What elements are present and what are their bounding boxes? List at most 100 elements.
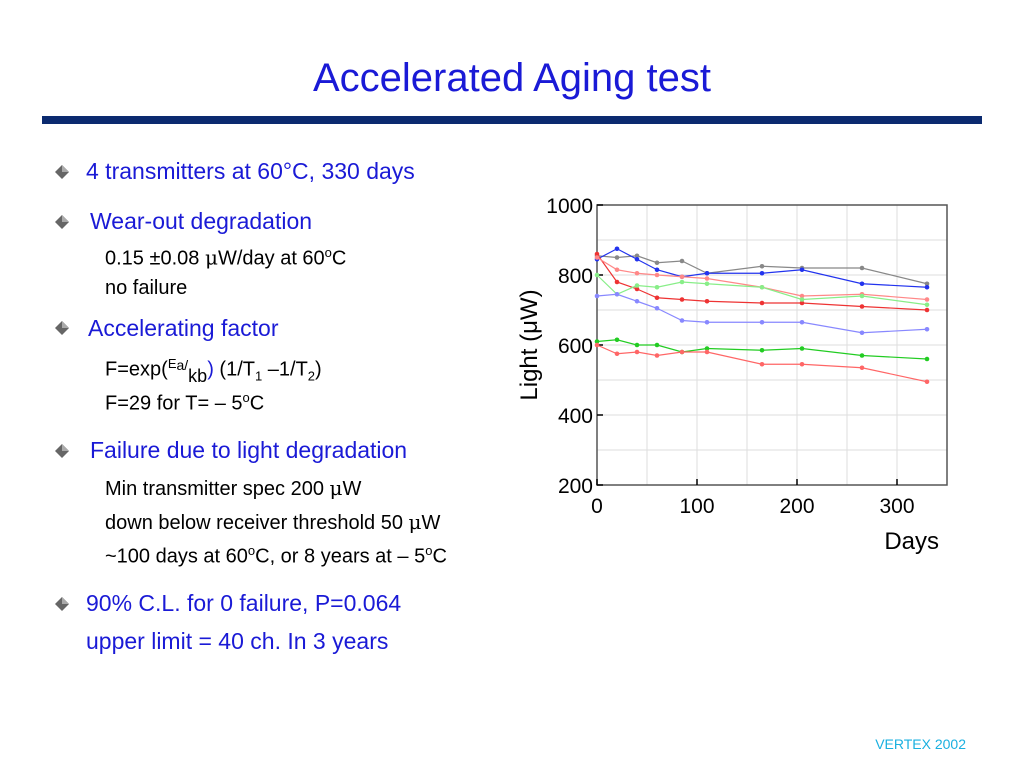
data-point: [614, 267, 620, 273]
wearout-rate: 0.15 ±0.08 μW/day at 60oC: [105, 245, 347, 270]
data-point: [859, 304, 865, 309]
data-point: [634, 349, 640, 355]
y-tick-label: 400: [558, 405, 593, 428]
slide-title: Accelerated Aging test: [312, 56, 712, 100]
data-point: [634, 342, 640, 348]
series-line: [596, 255, 928, 285]
data-point: [704, 349, 710, 355]
data-point: [654, 267, 660, 273]
data-point: [634, 283, 640, 288]
data-point: [704, 270, 710, 276]
data-point: [679, 318, 685, 323]
accel-formula: F=exp(Ea/kb) (1/T1 –1/T2): [105, 356, 322, 386]
series-line: [596, 248, 928, 288]
data-point: [634, 256, 640, 262]
data-point: [679, 274, 685, 280]
wearout-no-failure: no failure: [105, 277, 188, 299]
upper-limit: upper limit = 40 ch. In 3 years: [86, 628, 389, 654]
footer-label: VERTEX 2002: [875, 736, 966, 752]
data-point: [799, 361, 805, 367]
accel-value: F=29 for T= – 5oC: [105, 390, 265, 415]
data-point: [924, 326, 930, 332]
x-axis-label: Days: [884, 528, 939, 555]
data-point: [614, 255, 620, 260]
data-point: [924, 307, 930, 313]
data-point: [654, 353, 660, 358]
data-point: [614, 246, 620, 252]
data-point: [924, 297, 930, 302]
data-point: [799, 300, 805, 306]
data-point: [859, 265, 865, 271]
data-point: [654, 272, 660, 278]
x-tick-label: 300: [879, 495, 914, 518]
data-point: [634, 270, 640, 276]
bullet-light-degradation: Failure due to light degradation: [90, 437, 408, 463]
data-point: [654, 342, 660, 348]
series-line: [596, 274, 928, 306]
title-divider: [42, 116, 982, 124]
diamond-bullet-icon: [55, 444, 69, 458]
data-point: [799, 346, 805, 351]
data-point: [759, 319, 765, 325]
series-line: [596, 293, 928, 334]
data-point: [859, 365, 865, 371]
data-point: [859, 293, 865, 299]
data-point: [859, 281, 865, 287]
data-point: [594, 255, 600, 260]
min-spec: Min transmitter spec 200 μW: [105, 476, 362, 500]
data-point: [704, 319, 710, 325]
data-point: [704, 281, 710, 287]
bullet-wearout: Wear-out degradation: [90, 208, 313, 234]
diamond-bullet-icon: [55, 165, 69, 179]
diamond-bullet-icon: [55, 215, 69, 229]
data-point: [679, 279, 685, 285]
data-point: [614, 291, 620, 297]
data-point: [799, 293, 805, 299]
series-line: [596, 339, 928, 360]
data-point: [859, 353, 865, 358]
data-point: [859, 330, 865, 336]
data-point: [704, 298, 710, 304]
y-tick-label: 200: [558, 475, 593, 498]
x-tick-label: 200: [779, 495, 814, 518]
data-point: [634, 286, 640, 292]
receiver-threshold: down below receiver threshold 50 μW: [105, 510, 441, 534]
data-point: [759, 347, 765, 353]
data-point: [924, 284, 930, 290]
data-point: [594, 339, 600, 344]
series-line: [596, 344, 928, 383]
data-point: [634, 298, 640, 304]
data-point: [759, 361, 765, 367]
data-point: [924, 356, 930, 362]
x-tick-label: 100: [679, 495, 714, 518]
data-point: [654, 260, 660, 266]
data-point: [759, 284, 765, 290]
data-point: [654, 284, 660, 290]
y-tick-label: 1000: [546, 195, 593, 218]
data-point: [759, 263, 765, 269]
data-point: [594, 293, 600, 299]
data-point: [594, 251, 600, 257]
y-tick-label: 800: [558, 265, 593, 288]
data-point: [799, 267, 805, 273]
data-point: [679, 297, 685, 302]
data-point: [799, 297, 805, 302]
data-point: [924, 281, 930, 287]
data-point: [679, 349, 685, 355]
lifetime-estimate: ~100 days at 60oC, or 8 years at – 5oC: [105, 543, 447, 568]
aging-chart: 0 100 200 300 200 400 600 800 1000 Days Light (μW): [516, 195, 948, 555]
data-point: [654, 295, 660, 301]
series-line: [596, 253, 928, 311]
bullet-transmitters: 4 transmitters at 60°C, 330 days: [86, 158, 415, 184]
data-point: [614, 279, 620, 285]
data-point: [654, 305, 660, 311]
data-point: [924, 302, 930, 308]
data-point: [594, 272, 600, 278]
series-line: [596, 256, 928, 301]
data-point: [614, 337, 620, 343]
bullet-accelerating-factor: Accelerating factor: [88, 315, 279, 341]
diamond-bullet-icon: [55, 321, 69, 335]
data-point: [634, 253, 640, 259]
data-point: [614, 351, 620, 357]
diamond-bullet-icon: [55, 597, 69, 611]
